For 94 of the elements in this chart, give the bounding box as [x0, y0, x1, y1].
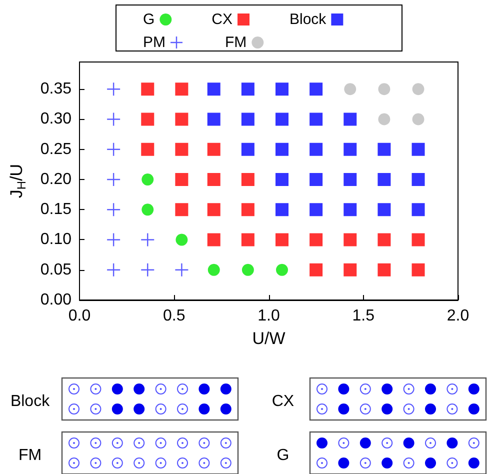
- point: [106, 262, 121, 277]
- y-tick-label: 0.30: [40, 110, 72, 128]
- point: [344, 83, 356, 96]
- y-tick-label: 0.35: [40, 80, 72, 98]
- point: [242, 264, 254, 276]
- point: [241, 112, 254, 126]
- point: [142, 204, 154, 216]
- point: [310, 142, 323, 156]
- point: [344, 172, 357, 186]
- point: [175, 172, 188, 186]
- point: [310, 233, 323, 246]
- point: [207, 142, 220, 156]
- point: [241, 203, 254, 216]
- point: [106, 172, 121, 187]
- point: [310, 203, 323, 216]
- point: [310, 112, 323, 126]
- point: [207, 112, 220, 126]
- y-tick-label: 0.05: [40, 261, 72, 278]
- x-tick-label: 0.5: [163, 308, 186, 324]
- point: [241, 233, 254, 246]
- y-tick-label: 0.10: [40, 231, 72, 248]
- point: [275, 82, 288, 96]
- point: [412, 263, 425, 276]
- point: [412, 83, 424, 96]
- legend-label: Block: [289, 11, 327, 28]
- point: [174, 262, 189, 277]
- point: [142, 173, 154, 186]
- point: [275, 233, 288, 246]
- point: [275, 203, 288, 216]
- point: [378, 83, 390, 96]
- point: [207, 203, 220, 216]
- point: [106, 142, 121, 156]
- y-tick-label: 0.20: [40, 170, 72, 188]
- point: [412, 203, 425, 216]
- point: [378, 263, 391, 276]
- y-tick-label: 0.15: [40, 201, 72, 218]
- point: [378, 113, 390, 126]
- legend-label: FM: [224, 34, 247, 51]
- point: [175, 82, 188, 96]
- point: [378, 203, 391, 216]
- point: [140, 262, 155, 277]
- point: [176, 234, 188, 246]
- point: [412, 142, 425, 156]
- legend-label: G: [142, 11, 155, 28]
- point: [310, 172, 323, 186]
- x-tick-label: 0.0: [68, 308, 91, 324]
- point: [276, 264, 288, 276]
- x-axis-title: U/W: [252, 329, 286, 348]
- point: [378, 142, 391, 156]
- point: [140, 232, 155, 247]
- point: [275, 112, 288, 126]
- point: [412, 113, 424, 126]
- legend-label: PM: [143, 34, 166, 51]
- point: [344, 142, 357, 156]
- point: [207, 172, 220, 186]
- point: [412, 172, 425, 186]
- y-tick-label: 0.00: [40, 292, 72, 308]
- point: [344, 233, 357, 246]
- point: [310, 263, 323, 276]
- point: [241, 172, 254, 186]
- point: [207, 233, 220, 246]
- point: [207, 82, 220, 96]
- point: [141, 142, 154, 156]
- point: [106, 82, 121, 96]
- text: G: [276, 447, 290, 464]
- point: [275, 142, 288, 156]
- point: [106, 112, 121, 126]
- text: FM: [18, 447, 42, 464]
- point: [175, 203, 188, 216]
- point: [412, 233, 425, 246]
- point: [275, 172, 288, 186]
- point: [208, 264, 220, 276]
- point: [344, 263, 357, 276]
- x-tick-label: 1.0: [258, 308, 280, 324]
- point: [141, 82, 154, 96]
- text: Block: [10, 393, 51, 410]
- point: [175, 142, 188, 156]
- point: [241, 142, 254, 156]
- point: [344, 203, 357, 216]
- y-axis-title: JH/U: [7, 164, 28, 198]
- point: [310, 82, 323, 96]
- x-tick-label: 2.0: [446, 308, 470, 324]
- point: [378, 172, 391, 186]
- legend-label: CX: [212, 11, 233, 28]
- text: CX: [272, 393, 294, 410]
- point: [378, 233, 391, 246]
- point: [344, 112, 357, 126]
- point: [241, 82, 254, 96]
- x-tick-label: 1.5: [352, 308, 375, 324]
- point: [141, 112, 154, 126]
- point: [175, 112, 188, 126]
- y-tick-label: 0.25: [40, 140, 72, 158]
- point: [106, 202, 121, 217]
- point: [106, 232, 121, 247]
